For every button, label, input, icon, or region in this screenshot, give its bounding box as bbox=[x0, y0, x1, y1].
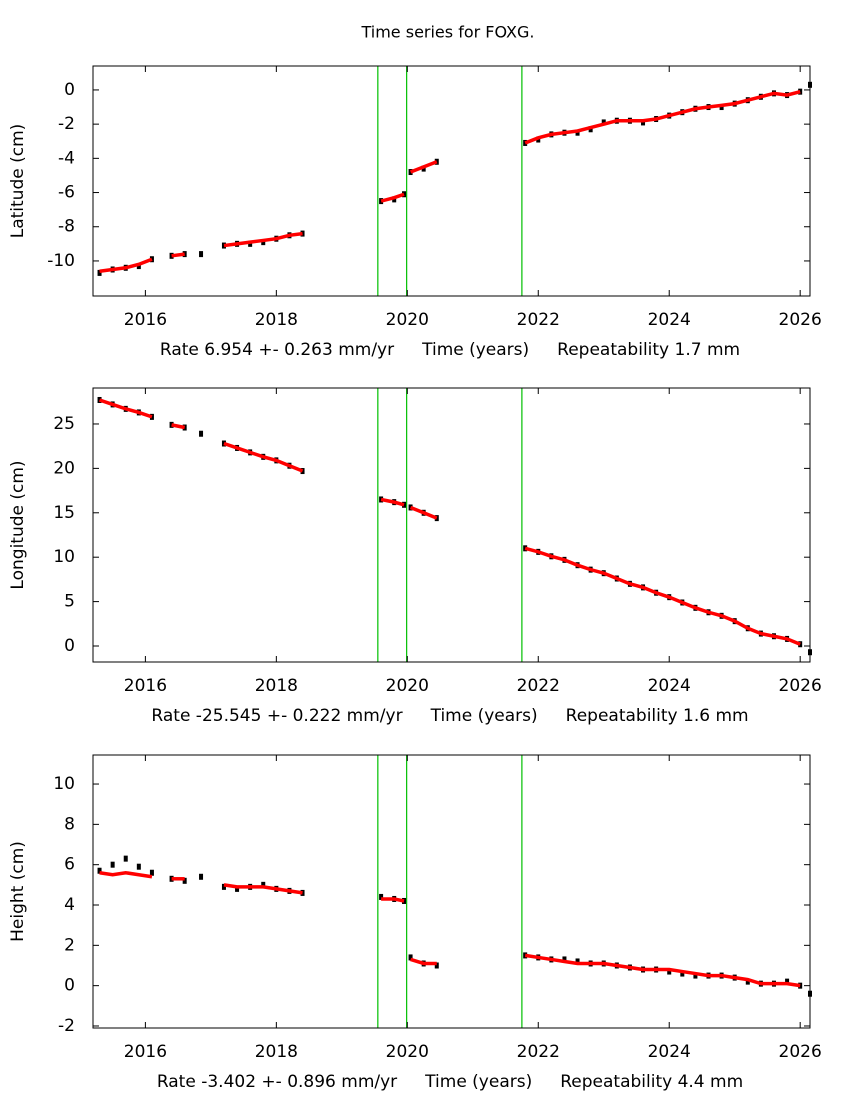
x-tick-label: 2026 bbox=[779, 676, 822, 696]
data-point bbox=[235, 885, 240, 892]
x-tick-label: 2026 bbox=[779, 310, 822, 330]
data-point bbox=[110, 861, 115, 868]
y-tick-label: 20 bbox=[53, 458, 75, 478]
y-tick-label: 0 bbox=[64, 80, 75, 100]
repeatability-label: Repeatability 1.6 mm bbox=[566, 706, 749, 726]
x-axis-caption: Rate -25.545 +- 0.222 mm/yr Time (years) R… bbox=[151, 706, 748, 726]
y-tick-label: -10 bbox=[47, 251, 75, 271]
x-tick-label: 2016 bbox=[124, 1042, 167, 1062]
fit-line bbox=[99, 870, 153, 879]
rate-label: Rate 6.954 +- 0.263 mm/yr bbox=[160, 340, 394, 360]
y-tick-label: 5 bbox=[64, 592, 75, 612]
data-point bbox=[199, 251, 204, 258]
x-tick-label: 2022 bbox=[517, 310, 560, 330]
data-point bbox=[199, 873, 204, 880]
fit-line bbox=[381, 897, 405, 903]
x-tick-label: 2020 bbox=[386, 310, 429, 330]
x-tick-label: 2022 bbox=[517, 676, 560, 696]
y-tick-label: 10 bbox=[53, 774, 75, 794]
x-tick-label: 2022 bbox=[517, 1042, 560, 1062]
x-tick-label: 2024 bbox=[648, 676, 691, 696]
rate-label: Rate -3.402 +- 0.896 mm/yr bbox=[157, 1072, 397, 1092]
data-point bbox=[575, 958, 580, 965]
x-tick-label: 2016 bbox=[124, 676, 167, 696]
fit-line bbox=[99, 257, 153, 273]
y-tick-label: 25 bbox=[53, 414, 75, 434]
x-tick-label: 2018 bbox=[255, 310, 298, 330]
y-tick-label: -2 bbox=[58, 1016, 75, 1036]
data-point bbox=[136, 863, 141, 870]
repeatability-label: Repeatability 4.4 mm bbox=[560, 1072, 743, 1092]
plot-frame bbox=[92, 754, 811, 1029]
x-tick-label: 2016 bbox=[124, 310, 167, 330]
fit-line bbox=[223, 231, 303, 248]
fit-line bbox=[524, 953, 801, 988]
x-tick-label: 2024 bbox=[648, 310, 691, 330]
fit-line bbox=[409, 160, 438, 174]
fit-line bbox=[171, 423, 186, 430]
y-axis-label: Longitude (cm) bbox=[8, 460, 28, 589]
x-tick-label: 2018 bbox=[255, 1042, 298, 1062]
data-point bbox=[680, 970, 685, 977]
chart-title: Time series for FOXG. bbox=[360, 23, 534, 42]
y-tick-label: 15 bbox=[53, 503, 75, 523]
data-point bbox=[199, 430, 204, 437]
y-tick-label: 2 bbox=[64, 935, 75, 955]
x-tick-label: 2018 bbox=[255, 676, 298, 696]
fit-line bbox=[524, 546, 801, 646]
y-tick-label: 0 bbox=[64, 976, 75, 996]
data-point bbox=[667, 968, 672, 975]
fit-line bbox=[410, 957, 437, 966]
fit-line bbox=[524, 89, 801, 145]
plot-frame bbox=[92, 387, 811, 663]
data-point bbox=[745, 978, 750, 985]
data-point bbox=[434, 962, 439, 969]
fit-line bbox=[223, 883, 303, 895]
data-point bbox=[562, 956, 567, 963]
data-point bbox=[408, 954, 413, 961]
fit-line bbox=[409, 505, 438, 520]
data-point bbox=[169, 252, 174, 259]
x-axis-caption: Rate -3.402 +- 0.896 mm/yr Time (years) Re… bbox=[157, 1072, 743, 1092]
data-point bbox=[221, 883, 226, 890]
y-tick-label: 4 bbox=[64, 895, 75, 915]
y-tick-label: -2 bbox=[58, 114, 75, 134]
data-point bbox=[261, 881, 266, 888]
y-tick-label: -4 bbox=[58, 148, 75, 168]
y-axis-label: Latitude (cm) bbox=[8, 124, 28, 239]
fit-line bbox=[98, 398, 153, 419]
data-point bbox=[149, 869, 154, 876]
data-point bbox=[785, 978, 790, 985]
x-tick-label: 2024 bbox=[648, 1042, 691, 1062]
x-axis-caption: Rate 6.954 +- 0.263 mm/yr Time (years) Rep… bbox=[160, 340, 740, 360]
y-tick-label: 8 bbox=[64, 814, 75, 834]
y-axis-label: Height (cm) bbox=[8, 841, 28, 942]
fit-line bbox=[380, 497, 405, 507]
y-tick-label: -6 bbox=[58, 183, 75, 203]
data-point bbox=[97, 269, 102, 276]
data-point bbox=[182, 877, 187, 884]
x-axis-label: Time (years) bbox=[421, 340, 529, 360]
fit-line bbox=[171, 252, 185, 258]
plot-frame bbox=[92, 65, 811, 297]
data-point bbox=[123, 855, 128, 862]
fit-line bbox=[380, 192, 405, 203]
x-tick-label: 2026 bbox=[779, 1042, 822, 1062]
x-tick-label: 2020 bbox=[386, 676, 429, 696]
data-point bbox=[693, 972, 698, 979]
repeatability-label: Repeatability 1.7 mm bbox=[557, 340, 740, 360]
data-point bbox=[97, 867, 102, 874]
x-tick-label: 2020 bbox=[386, 1042, 429, 1062]
y-tick-label: -8 bbox=[58, 217, 75, 237]
y-tick-label: 0 bbox=[64, 636, 75, 656]
x-axis-label: Time (years) bbox=[430, 706, 538, 726]
y-tick-label: 10 bbox=[53, 547, 75, 567]
y-tick-label: 6 bbox=[64, 855, 75, 875]
fit-line bbox=[223, 441, 304, 473]
x-axis-label: Time (years) bbox=[424, 1072, 532, 1092]
data-point bbox=[379, 893, 384, 900]
rate-label: Rate -25.545 +- 0.222 mm/yr bbox=[151, 706, 402, 726]
